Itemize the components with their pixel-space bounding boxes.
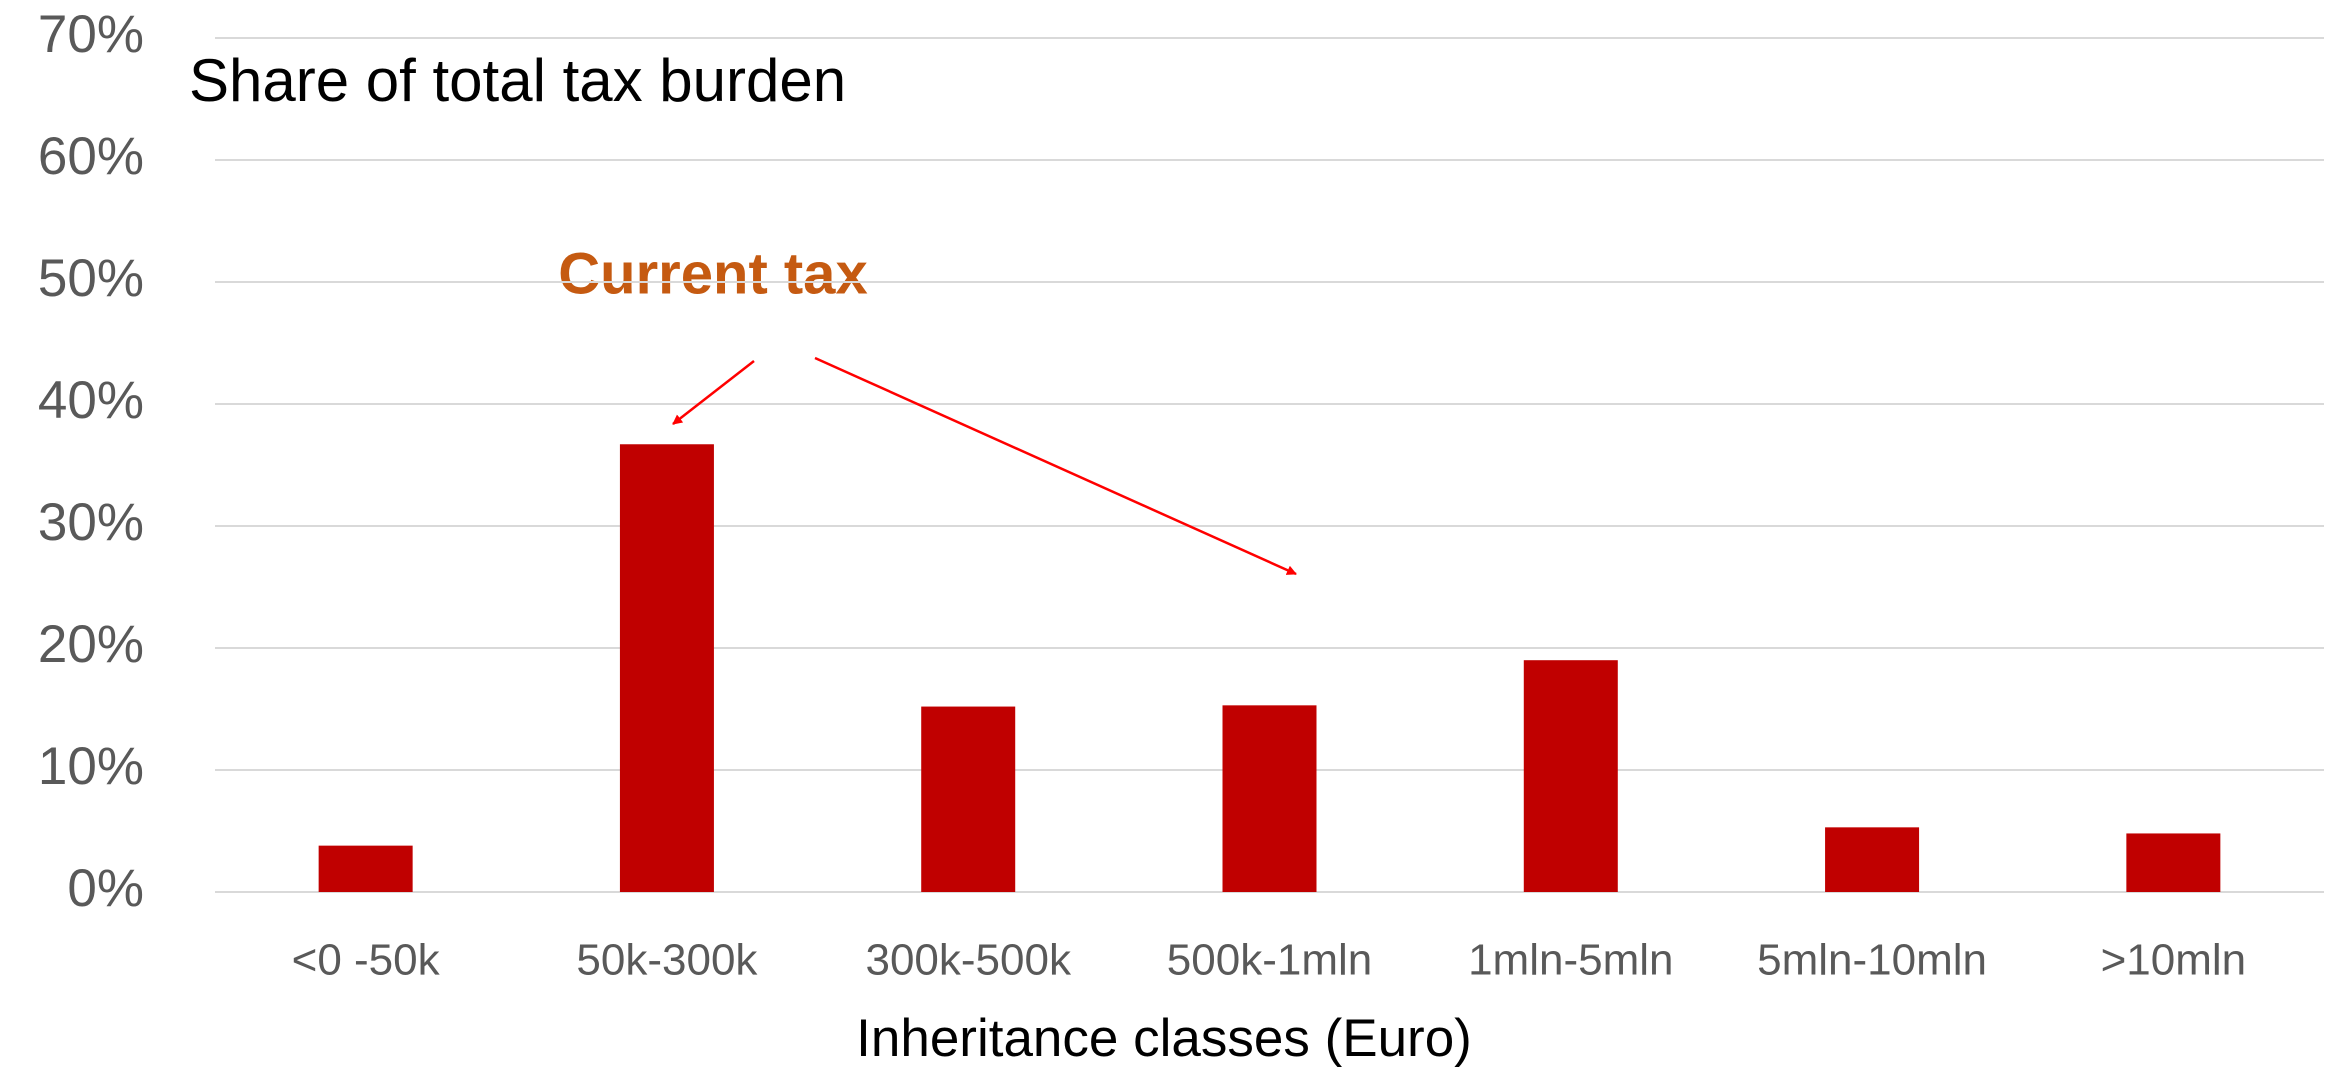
y-tick-label: 0% (67, 859, 144, 918)
x-tick-label: <0 -50k (292, 936, 441, 985)
x-tick-label: 500k-1mln (1167, 936, 1372, 985)
x-tick-label: >10mln (2101, 936, 2247, 985)
bar (1523, 660, 1618, 892)
x-tick-label: 1mln-5mln (1468, 936, 1673, 985)
y-tick-label: 10% (38, 737, 144, 796)
x-tick-label: 300k-500k (865, 936, 1071, 985)
bar (1222, 705, 1317, 892)
y-tick-label: 20% (38, 615, 144, 674)
bar (1825, 827, 1920, 892)
y-tick-label: 40% (38, 371, 144, 430)
chart-title: Share of total tax burden (189, 47, 846, 114)
y-tick-label: 50% (38, 249, 144, 308)
bar (2126, 833, 2221, 892)
x-tick-label: 5mln-10mln (1757, 936, 1987, 985)
x-tick-label: 50k-300k (576, 936, 758, 985)
arrow (672, 360, 755, 425)
bar (619, 444, 714, 892)
x-axis-title: Inheritance classes (Euro) (856, 1009, 1472, 1068)
bar (318, 845, 413, 892)
y-tick-label: 60% (38, 127, 144, 186)
annotation: Current tax (558, 241, 867, 306)
arrow (814, 356, 1297, 576)
y-tick-label: 30% (38, 493, 144, 552)
bar (921, 706, 1016, 892)
y-tick-label: 70% (38, 5, 144, 64)
